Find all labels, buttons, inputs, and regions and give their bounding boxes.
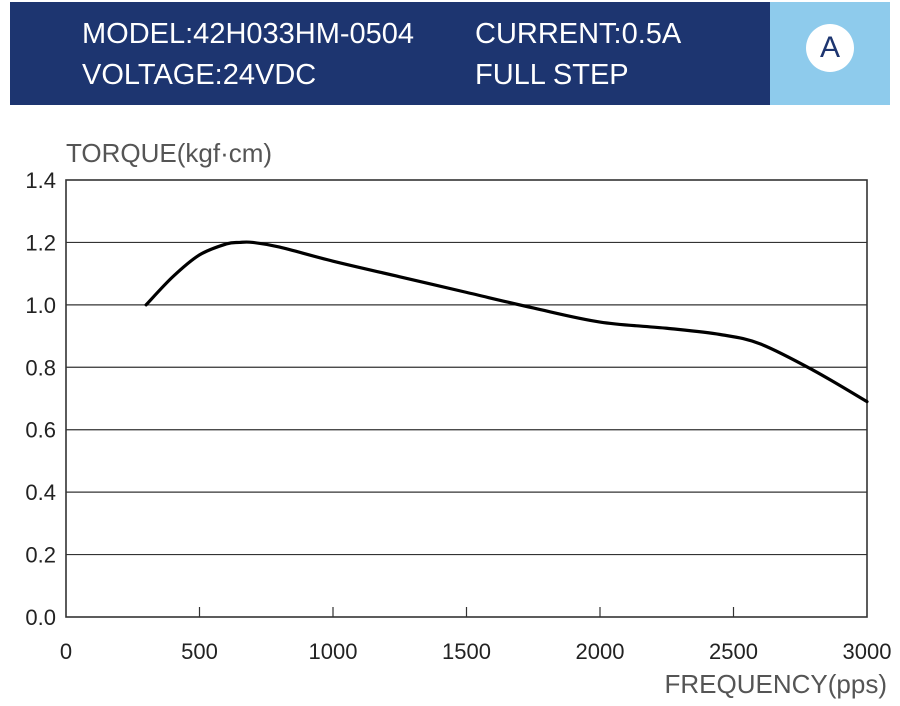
badge-panel: A (770, 2, 890, 105)
x-tick-label: 1500 (442, 639, 491, 664)
x-tick-label: 2000 (576, 639, 625, 664)
y-tick-label: 0.6 (25, 418, 56, 443)
x-tick-label: 0 (60, 639, 72, 664)
x-tick-label: 500 (181, 639, 218, 664)
plot-frame (65, 179, 868, 618)
y-tick-label: 0.8 (25, 355, 56, 380)
y-tick-label: 1.0 (25, 293, 56, 318)
voltage-label: VOLTAGE:24VDC (82, 59, 317, 91)
y-tick-label: 0.0 (25, 605, 56, 630)
step-mode-label: FULL STEP (475, 59, 629, 91)
y-tick-label: 1.4 (25, 168, 56, 193)
x-tick-label: 1000 (309, 639, 358, 664)
x-tick-label: 2500 (709, 639, 758, 664)
current-label: CURRENT:0.5A (475, 18, 682, 50)
x-axis-title: FREQUENCY(pps) (665, 669, 887, 699)
y-tick-label: 0.4 (25, 480, 56, 505)
spec-panel: MODEL:42H033HM-0504 CURRENT:0.5A VOLTAGE… (10, 2, 770, 105)
torque-curve (144, 240, 869, 404)
x-tick-label: 3000 (843, 639, 892, 664)
model-label: MODEL:42H033HM-0504 (82, 18, 415, 50)
spec-banner: MODEL:42H033HM-0504 CURRENT:0.5A VOLTAGE… (10, 2, 890, 105)
y-axis-title: TORQUE(kgf·cm) (66, 138, 272, 168)
y-tick-label: 1.2 (25, 230, 56, 255)
y-tick-label: 0.2 (25, 543, 56, 568)
variant-badge: A (806, 24, 854, 72)
